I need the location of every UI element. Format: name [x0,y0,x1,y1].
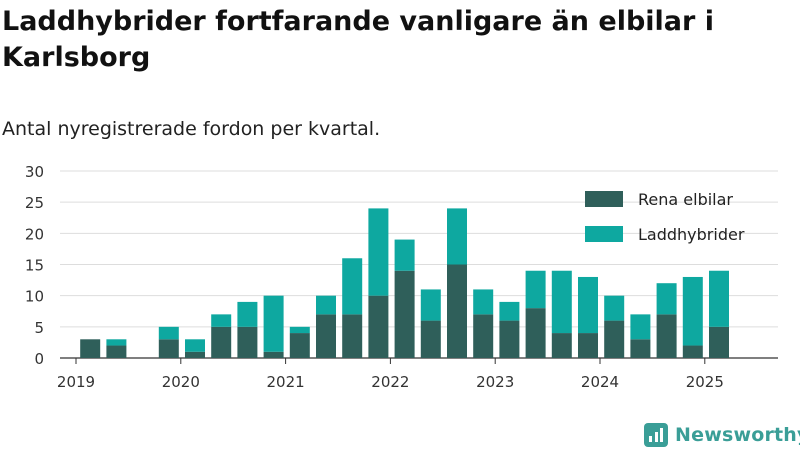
bar-rena-elbilar [447,264,467,358]
bar-rena-elbilar [80,339,101,358]
bar-laddhybrider [499,301,520,321]
chart-title: Laddhybrider fortfarande vanligare än el… [2,6,714,73]
bar-laddhybrider [604,295,625,321]
legend-label: Rena elbilar [638,190,733,209]
brand-name: Newsworthy [675,424,800,446]
legend-swatch [585,226,623,242]
bar-rena-elbilar [499,320,520,358]
bar-rena-elbilar [158,339,179,358]
x-axis-ticks: 2019 2020 2021 2022 2023 2024 2025 [57,358,724,391]
bar-laddhybrider [106,339,127,346]
bar-laddhybrider [316,295,336,315]
bar-laddhybrider [211,314,232,327]
bar-laddhybrider [656,283,677,315]
bar-laddhybrider [158,326,179,340]
bar-laddhybrider [394,239,415,271]
y-tick-label: 30 [25,163,44,181]
bar-rena-elbilar [604,320,625,358]
bar-rena-elbilar [709,326,729,358]
bar-laddhybrider [551,270,572,334]
newsworthy-logo: Newsworthy [644,420,800,450]
bar-rena-elbilar [630,339,651,358]
x-tick-label: 2020 [162,373,200,391]
y-tick-label: 15 [25,257,44,275]
x-tick-label: 2024 [581,373,619,391]
bar-rena-elbilar [420,320,441,358]
bar-laddhybrider [473,289,494,315]
bars [80,208,729,358]
bar-laddhybrider [237,301,258,327]
bar-rena-elbilar [656,314,677,358]
y-tick-label: 5 [34,319,44,337]
bar-laddhybrider [368,208,389,296]
x-tick-label: 2023 [476,373,514,391]
bar-rena-elbilar [185,351,205,358]
bar-rena-elbilar [342,314,363,358]
bar-laddhybrider [682,276,703,346]
bar-rena-elbilar [211,326,232,358]
bar-rena-elbilar [551,333,572,358]
legend-swatch [585,191,623,207]
bar-rena-elbilar [263,351,284,358]
y-tick-label: 0 [34,350,44,368]
bar-laddhybrider [420,289,441,321]
legend: Rena elbilar Laddhybrider [585,190,745,244]
bar-laddhybrider [578,276,598,334]
bar-laddhybrider [342,258,363,315]
bar-laddhybrider [525,270,546,309]
bar-rena-elbilar [106,345,127,358]
bar-laddhybrider [289,326,310,334]
bar-rena-elbilar [473,314,494,358]
bar-rena-elbilar [316,314,336,358]
chart-subtitle: Antal nyregistrerade fordon per kvartal. [2,118,381,140]
x-tick-label: 2025 [686,373,724,391]
x-tick-label: 2021 [267,373,305,391]
bar-laddhybrider [709,270,729,327]
bar-laddhybrider [185,339,205,352]
bar-rena-elbilar [525,308,546,358]
bar-laddhybrider [630,314,651,340]
bar-rena-elbilar [394,270,415,358]
y-tick-label: 10 [25,288,44,306]
x-tick-label: 2019 [57,373,95,391]
bar-rena-elbilar [578,333,598,358]
y-axis-ticks: 0 5 10 15 20 25 30 [25,163,44,368]
bar-laddhybrider [447,208,467,265]
bar-rena-elbilar [237,326,258,358]
bar-rena-elbilar [289,333,310,358]
bar-chart-icon [644,423,668,447]
y-tick-label: 20 [25,225,44,243]
bar-laddhybrider [263,295,284,352]
legend-label: Laddhybrider [638,225,745,244]
bar-rena-elbilar [682,345,703,358]
x-tick-label: 2022 [371,373,409,391]
y-tick-label: 25 [25,194,44,212]
bar-rena-elbilar [368,295,389,358]
